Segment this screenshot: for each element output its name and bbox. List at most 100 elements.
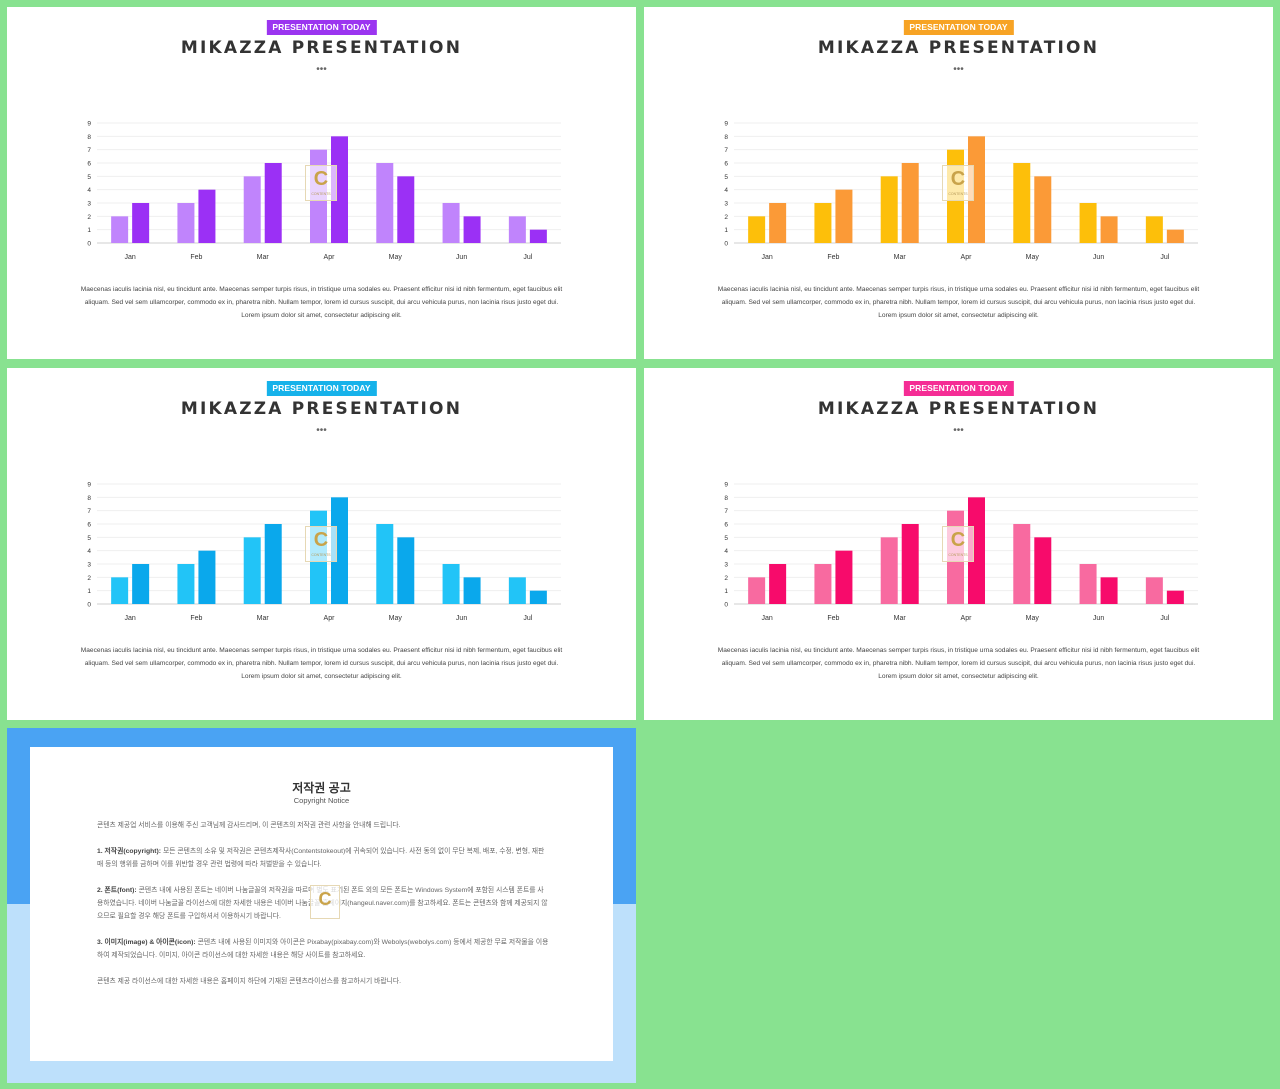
slide-orange: PRESENTATION TODAY MIKAZZA PRESENTATION … xyxy=(644,7,1273,359)
watermark-text: CONTENTS xyxy=(311,553,331,557)
watermark-logo: C CONTENTS xyxy=(305,165,337,201)
x-tick-label: Feb xyxy=(827,254,839,261)
bar xyxy=(442,203,460,243)
bar xyxy=(331,497,348,604)
section-heading: 1. 저작권(copyright): xyxy=(97,848,162,855)
section-text: 콘텐츠 내에 사용된 이미지와 아이콘은 Pixabay(pixabay.com… xyxy=(97,939,549,959)
x-tick-label: Jan xyxy=(124,615,135,622)
y-tick-label: 0 xyxy=(724,241,728,248)
bar xyxy=(769,564,787,604)
bar xyxy=(1100,216,1118,243)
y-tick-label: 8 xyxy=(724,134,728,141)
y-tick-label: 3 xyxy=(724,201,728,208)
bar xyxy=(1034,537,1052,604)
title-dots: ••• xyxy=(316,425,327,436)
notice-closing: 콘텐츠 제공 라이선스에 대한 자세한 내용은 홈페이지 하단에 기재된 콘텐츠… xyxy=(97,978,402,985)
body-text: Maecenas iaculis lacinia nisl, eu tincid… xyxy=(717,647,1200,680)
bar xyxy=(1145,216,1163,243)
title-dots: ••• xyxy=(316,64,327,75)
y-tick-label: 7 xyxy=(87,508,91,515)
slide-title: MIKAZZA PRESENTATION xyxy=(180,399,463,419)
bar xyxy=(1079,203,1097,243)
x-tick-label: Jul xyxy=(523,615,532,622)
slide-title: MIKAZZA PRESENTATION xyxy=(817,38,1100,58)
y-tick-label: 4 xyxy=(724,187,728,194)
y-tick-label: 2 xyxy=(724,575,728,582)
notice-subtitle: Copyright Notice xyxy=(293,796,350,805)
x-tick-label: Mar xyxy=(257,254,270,261)
y-tick-label: 0 xyxy=(724,602,728,609)
notice-section-image: 3. 이미지(image) & 아이콘(icon): 콘텐츠 내에 사용된 이미… xyxy=(97,936,549,962)
x-tick-label: Jul xyxy=(523,254,532,261)
y-tick-label: 7 xyxy=(724,147,728,154)
bar xyxy=(132,203,150,243)
y-tick-label: 9 xyxy=(87,121,91,128)
y-tick-label: 7 xyxy=(87,147,91,154)
y-tick-label: 7 xyxy=(724,508,728,515)
slide-title: MIKAZZA PRESENTATION xyxy=(817,399,1100,419)
y-tick-label: 8 xyxy=(724,495,728,502)
notice-section-copyright: 1. 저작권(copyright): 모든 콘텐츠의 소유 및 저작권은 콘텐츠… xyxy=(97,845,549,871)
x-tick-label: Jan xyxy=(761,254,772,261)
bar xyxy=(264,524,282,604)
y-tick-label: 9 xyxy=(87,482,91,489)
bar xyxy=(132,564,150,604)
bar xyxy=(376,163,394,243)
bar xyxy=(968,136,985,243)
bar xyxy=(748,577,766,604)
y-tick-label: 4 xyxy=(87,187,91,194)
bar xyxy=(397,176,415,243)
bar xyxy=(243,537,261,604)
bar xyxy=(264,163,282,243)
y-tick-label: 5 xyxy=(87,535,91,542)
y-tick-label: 0 xyxy=(87,602,91,609)
bar xyxy=(748,216,766,243)
bar xyxy=(769,203,787,243)
x-tick-label: Feb xyxy=(827,615,839,622)
bar xyxy=(177,203,195,243)
bar xyxy=(1145,577,1163,604)
bar xyxy=(1013,524,1031,604)
x-tick-label: Jun xyxy=(1093,615,1104,622)
y-tick-label: 3 xyxy=(87,201,91,208)
watermark-logo: C xyxy=(310,885,340,919)
x-tick-label: May xyxy=(1026,615,1040,622)
y-tick-label: 3 xyxy=(87,562,91,569)
bar xyxy=(1166,229,1184,243)
bar xyxy=(331,136,348,243)
x-tick-label: Feb xyxy=(190,254,202,261)
presentation-badge: PRESENTATION TODAY xyxy=(266,20,377,35)
bar xyxy=(968,497,985,604)
watermark-letter: C xyxy=(313,529,329,551)
y-tick-label: 9 xyxy=(724,121,728,128)
x-tick-label: Jun xyxy=(1093,254,1104,261)
y-tick-label: 6 xyxy=(87,522,91,529)
section-text: 모든 콘텐츠의 소유 및 저작권은 콘텐츠제작사(Contentstokeout… xyxy=(97,848,545,868)
watermark-text: CONTENTS xyxy=(948,192,968,196)
y-tick-label: 0 xyxy=(87,241,91,248)
slide-pink: PRESENTATION TODAY MIKAZZA PRESENTATION … xyxy=(644,368,1273,720)
y-tick-label: 8 xyxy=(87,134,91,141)
x-tick-label: Jan xyxy=(761,615,772,622)
y-tick-label: 5 xyxy=(724,535,728,542)
y-tick-label: 4 xyxy=(87,548,91,555)
slide-blue: PRESENTATION TODAY MIKAZZA PRESENTATION … xyxy=(7,368,636,720)
section-heading: 2. 폰트(font): xyxy=(97,887,137,894)
section-heading: 3. 이미지(image) & 아이콘(icon): xyxy=(97,939,196,946)
bar xyxy=(198,189,216,243)
bar xyxy=(508,577,526,604)
y-tick-label: 2 xyxy=(87,214,91,221)
watermark-letter: C xyxy=(313,168,329,190)
watermark-text: CONTENTS xyxy=(948,553,968,557)
bar xyxy=(880,176,898,243)
bar xyxy=(111,577,129,604)
title-dots: ••• xyxy=(953,64,964,75)
bar xyxy=(1100,577,1118,604)
x-tick-label: Apr xyxy=(324,615,336,622)
y-tick-label: 9 xyxy=(724,482,728,489)
x-tick-label: Mar xyxy=(894,615,907,622)
x-tick-label: Mar xyxy=(894,254,907,261)
x-tick-label: Mar xyxy=(257,615,270,622)
bar xyxy=(835,550,853,604)
watermark-letter: C xyxy=(950,529,966,551)
